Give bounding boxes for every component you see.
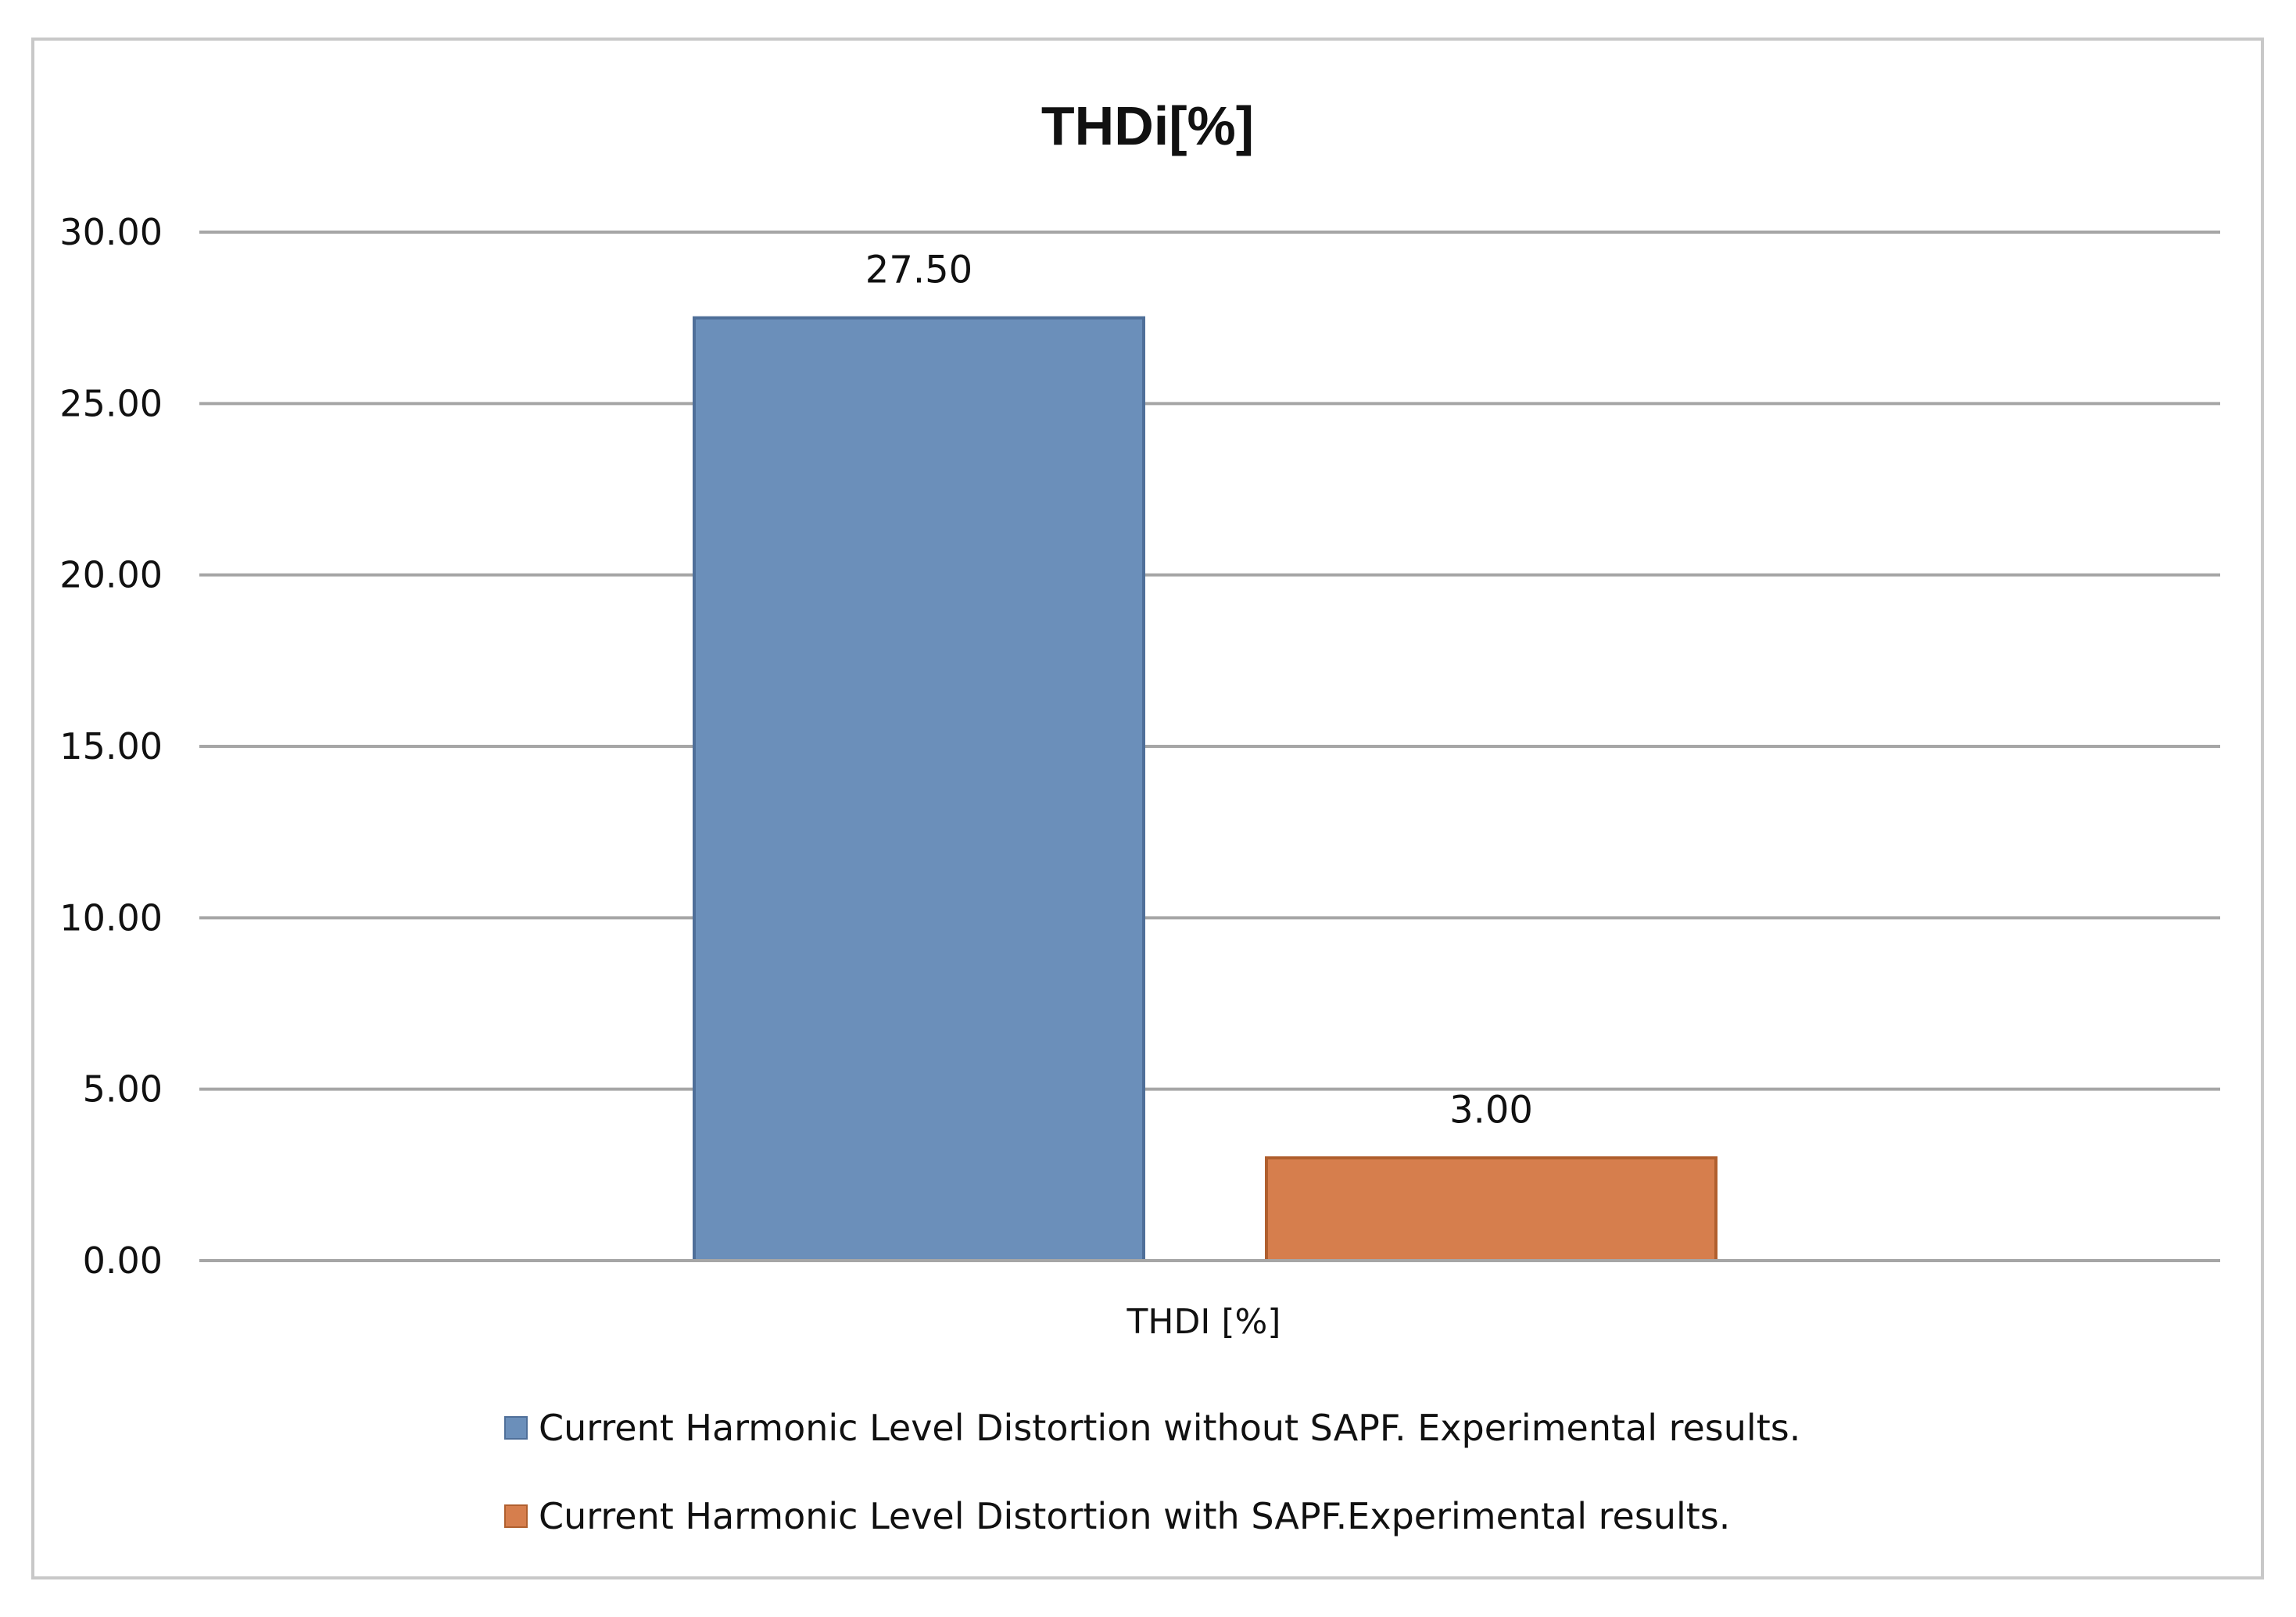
legend-swatch-with-sapf [504, 1504, 528, 1528]
data-label-without-sapf: 27.50 [865, 249, 972, 292]
y-tick-label: 20.00 [59, 554, 163, 596]
y-tick-label: 15.00 [59, 725, 163, 767]
legend-item-without-sapf: Current Harmonic Level Distortion withou… [504, 1404, 1800, 1451]
legend-label-without-sapf: Current Harmonic Level Distortion withou… [539, 1407, 1801, 1449]
y-tick-label: 0.00 [83, 1240, 163, 1282]
legend-swatch-without-sapf [504, 1416, 528, 1440]
y-tick-label: 30.00 [59, 211, 163, 253]
legend-item-with-sapf: Current Harmonic Level Distortion with S… [504, 1493, 1730, 1540]
x-axis-category-label: THDI [%] [1127, 1302, 1281, 1342]
gridlines [199, 231, 2220, 1262]
chart-title: THDi[%] [1041, 95, 1254, 156]
y-tick-label: 10.00 [59, 896, 163, 939]
legend-label-with-sapf: Current Harmonic Level Distortion with S… [539, 1495, 1731, 1537]
bar-without-sapf [693, 316, 1145, 1263]
bars [199, 316, 2220, 1263]
bar-with-sapf [1265, 1156, 1718, 1263]
data-label-with-sapf: 3.00 [1449, 1088, 1533, 1132]
y-tick-label: 25.00 [59, 382, 163, 424]
chart-frame [31, 38, 2264, 1579]
data-labels: 27.50 3.00 [865, 249, 1533, 1132]
y-tick-label: 5.00 [83, 1068, 163, 1111]
y-axis-tick-labels: 0.00 5.00 10.00 15.00 20.00 25.00 30.00 [59, 211, 163, 1282]
